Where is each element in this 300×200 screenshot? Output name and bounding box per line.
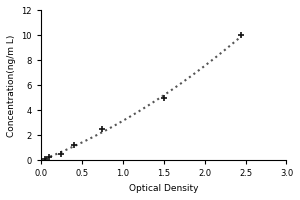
Y-axis label: Concentration(ng/m L): Concentration(ng/m L): [7, 34, 16, 137]
X-axis label: Optical Density: Optical Density: [129, 184, 199, 193]
